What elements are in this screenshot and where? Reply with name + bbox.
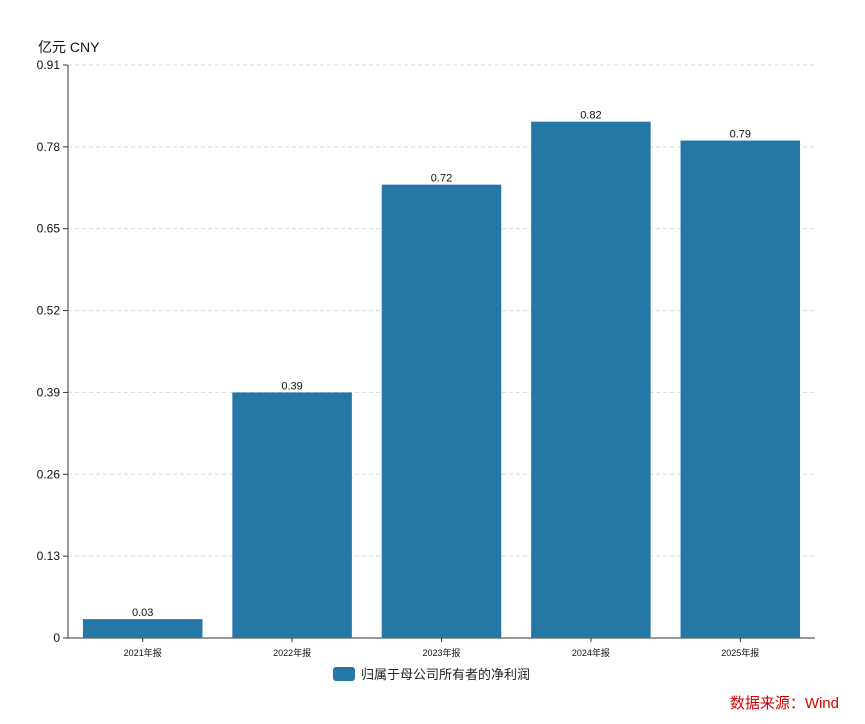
y-tick-label: 0.52 [37, 304, 61, 318]
bar-2022年报 [232, 392, 352, 638]
y-tick-label: 0.91 [37, 58, 61, 72]
data-label: 0.82 [580, 110, 601, 122]
x-tick-label: 2021年报 [124, 647, 162, 658]
y-tick-label: 0.39 [37, 385, 61, 399]
x-tick-label: 2025年报 [721, 647, 759, 658]
source-label: 数据来源：Wind [729, 695, 839, 712]
x-tick-label: 2023年报 [422, 647, 460, 658]
legend-label: 归属于母公司所有者的净利润 [361, 667, 531, 682]
y-axis-unit-label: 亿元 CNY [38, 39, 100, 55]
bar-2023年报 [381, 184, 502, 638]
y-tick-label: 0.78 [37, 140, 61, 154]
bar-2025年报 [680, 140, 801, 639]
y-tick-label: 0.65 [37, 222, 61, 236]
y-tick-label: 0 [53, 631, 60, 645]
x-tick-label: 2022年报 [273, 647, 311, 658]
data-label: 0.72 [431, 173, 452, 185]
data-label: 0.79 [730, 129, 751, 141]
bar-2024年报 [531, 121, 651, 638]
legend-swatch [333, 666, 355, 681]
legend: 归属于母公司所有者的净利润 [333, 664, 530, 683]
x-tick-label: 2024年报 [572, 647, 610, 658]
y-tick-label: 0.13 [37, 549, 61, 563]
y-tick-label: 0.26 [37, 467, 61, 481]
bar-2021年报 [82, 619, 203, 638]
data-label: 0.03 [132, 607, 153, 619]
data-label: 0.39 [281, 380, 302, 392]
